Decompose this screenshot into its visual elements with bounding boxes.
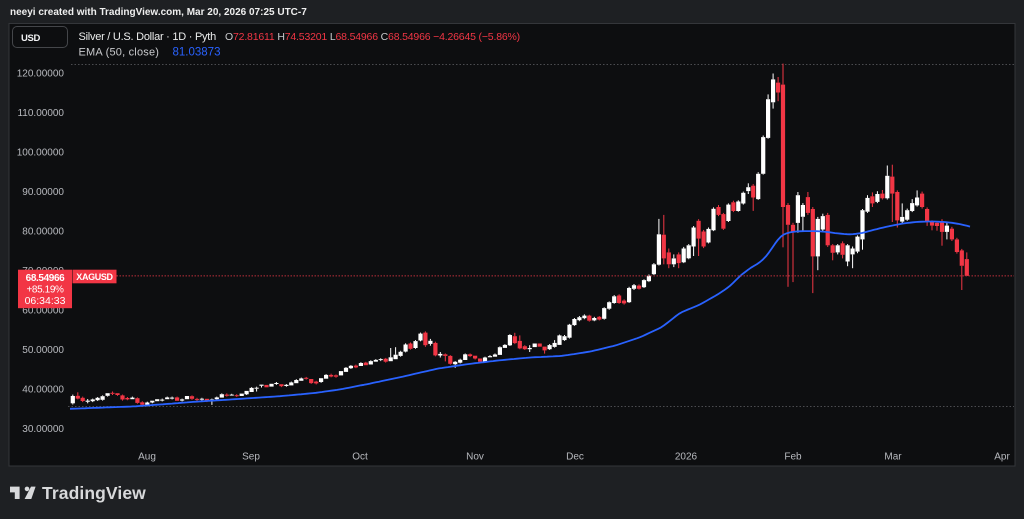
svg-text:68.54966: 68.54966 bbox=[26, 273, 65, 284]
svg-text:Sep: Sep bbox=[242, 452, 260, 463]
svg-text:Mar: Mar bbox=[884, 452, 902, 463]
svg-text:Oct: Oct bbox=[352, 452, 368, 463]
svg-text:USD: USD bbox=[21, 33, 40, 44]
svg-text:Dec: Dec bbox=[566, 452, 584, 463]
svg-text:EMA (50, close): EMA (50, close) bbox=[79, 47, 160, 59]
svg-text:Nov: Nov bbox=[466, 452, 484, 463]
svg-text:100.00000: 100.00000 bbox=[17, 147, 65, 158]
svg-text:Feb: Feb bbox=[784, 452, 802, 463]
svg-text:110.00000: 110.00000 bbox=[17, 108, 64, 119]
svg-text:Silver / U.S. Dollar · 1D · Py: Silver / U.S. Dollar · 1D · Pyth bbox=[79, 31, 217, 43]
svg-text:81.03873: 81.03873 bbox=[173, 47, 221, 59]
svg-text:Apr: Apr bbox=[994, 452, 1010, 463]
svg-text:120.00000: 120.00000 bbox=[17, 68, 65, 79]
svg-text:2026: 2026 bbox=[675, 452, 698, 463]
svg-text:40.00000: 40.00000 bbox=[22, 384, 64, 395]
svg-text:80.00000: 80.00000 bbox=[22, 226, 64, 237]
svg-text:90.00000: 90.00000 bbox=[22, 187, 64, 198]
svg-text:TradingView: TradingView bbox=[42, 483, 146, 503]
svg-text:50.00000: 50.00000 bbox=[22, 345, 64, 356]
svg-text:60.00000: 60.00000 bbox=[22, 305, 64, 316]
svg-text:06:34:33: 06:34:33 bbox=[25, 295, 66, 307]
svg-text:+85.19%: +85.19% bbox=[26, 285, 64, 296]
svg-text:Aug: Aug bbox=[138, 452, 156, 463]
svg-text:neeyi created with TradingView: neeyi created with TradingView.com, Mar … bbox=[10, 7, 307, 18]
svg-text:XAGUSD: XAGUSD bbox=[76, 272, 113, 282]
svg-text:O72.81611 H74.53201 L68.54966: O72.81611 H74.53201 L68.54966 C68.54966 … bbox=[225, 31, 520, 43]
svg-text:30.00000: 30.00000 bbox=[22, 424, 64, 435]
